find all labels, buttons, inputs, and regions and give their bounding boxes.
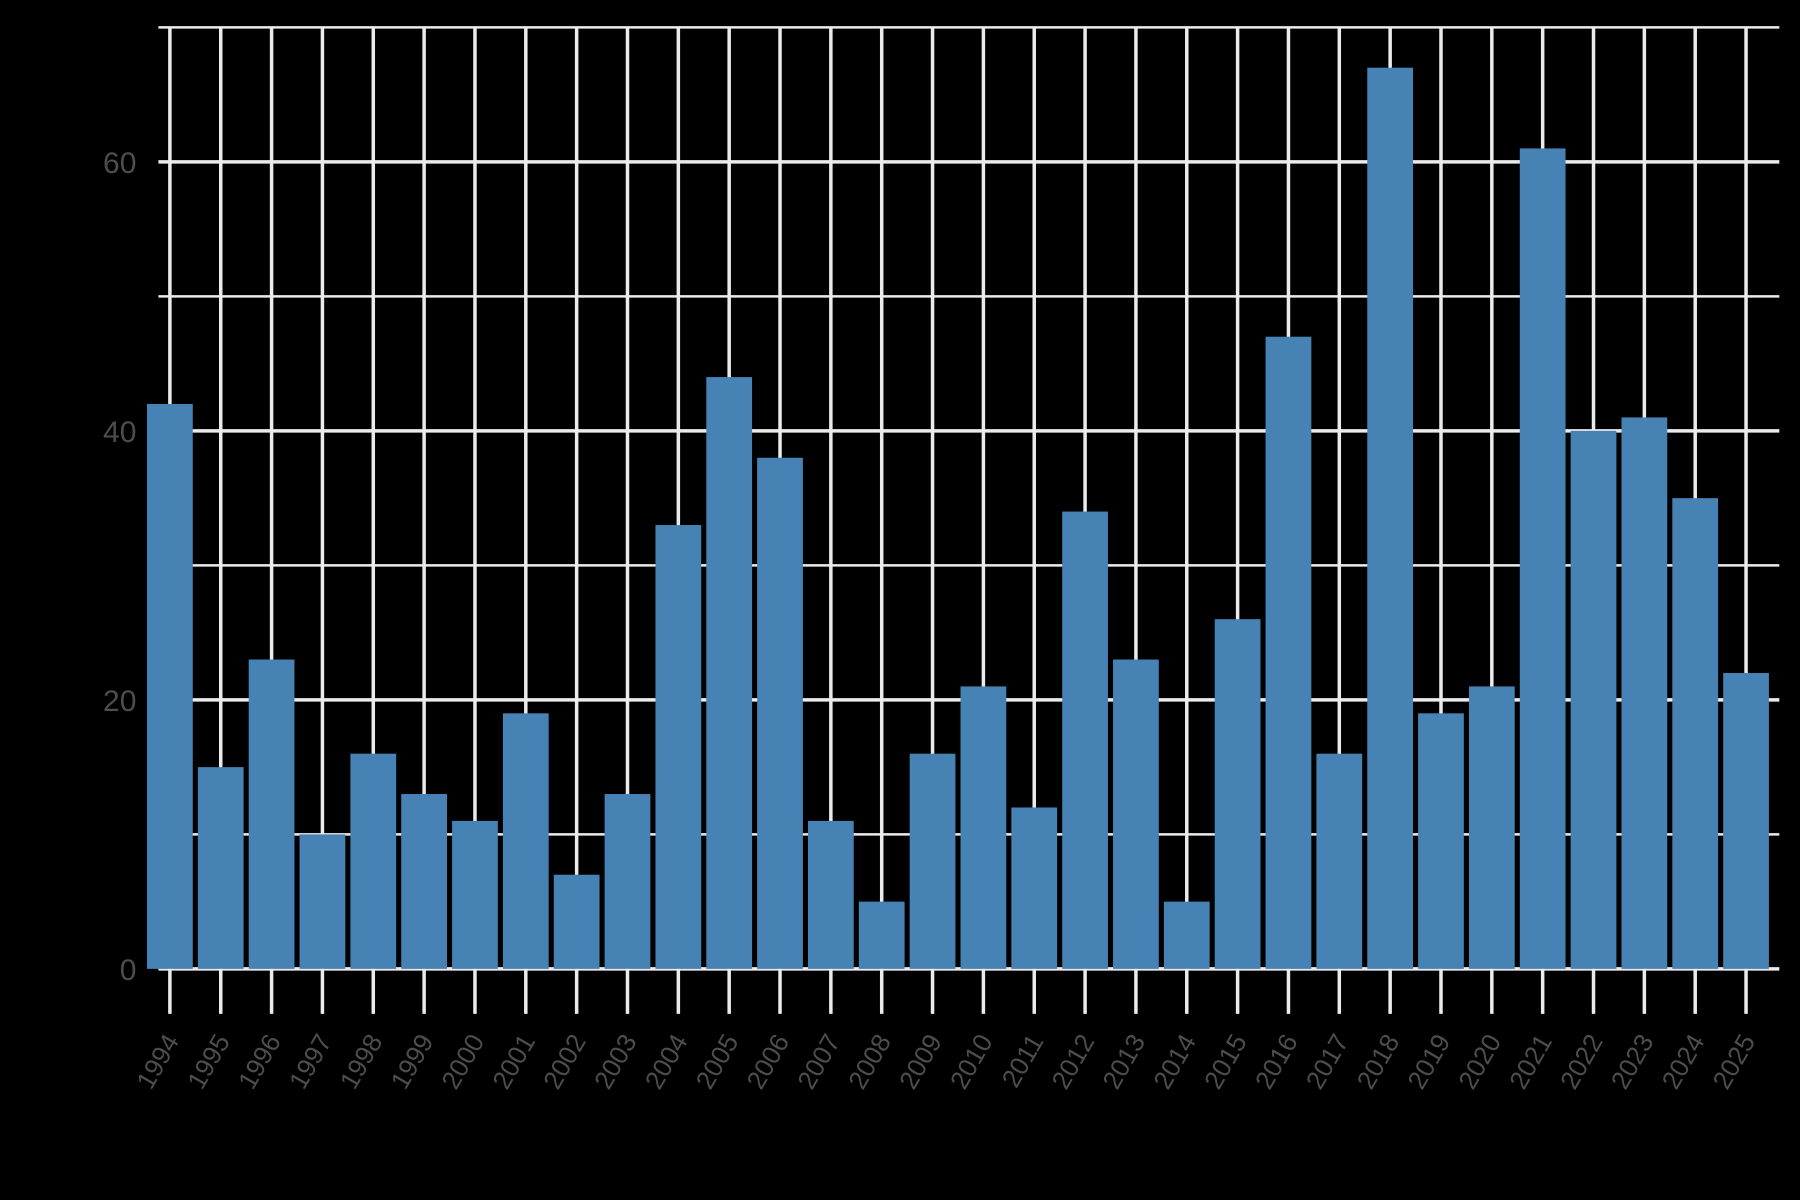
x-axis: 1994199519961997199819992000200120022003…: [130, 968, 1761, 1094]
bar-1998: [350, 753, 397, 969]
x-tick-label: 2010: [944, 1029, 999, 1094]
bar-2002: [553, 874, 600, 969]
bar-1997: [299, 834, 346, 969]
bar-2006: [757, 457, 803, 969]
x-tick-label: 1997: [283, 1029, 338, 1094]
y-tick-label: 20: [103, 685, 136, 718]
x-tick-label: 2001: [486, 1029, 541, 1094]
x-tick-label: 2018: [1350, 1029, 1405, 1094]
y-tick-label: 60: [103, 147, 136, 180]
bar-2024: [1672, 498, 1719, 969]
x-tick-label: 2016: [1249, 1029, 1304, 1094]
x-tick-label: 1996: [232, 1029, 287, 1094]
x-tick-label: 2012: [1045, 1029, 1100, 1094]
x-tick-label: 2006: [740, 1029, 795, 1094]
bar-2022: [1570, 430, 1617, 969]
x-tick-label: 2025: [1706, 1029, 1761, 1094]
bars: [147, 67, 1769, 969]
x-tick-label: 2015: [1198, 1029, 1253, 1094]
x-tick-label: 1995: [181, 1029, 236, 1094]
x-tick-label: 2022: [1554, 1029, 1609, 1094]
bar-1995: [197, 767, 244, 969]
x-tick-label: 2005: [689, 1029, 744, 1094]
bar-2011: [1011, 807, 1058, 969]
x-tick-label: 2009: [893, 1029, 948, 1094]
x-tick-label: 2013: [1096, 1029, 1151, 1094]
x-tick-label: 2004: [639, 1029, 694, 1094]
bar-1994: [147, 403, 193, 969]
bar-2012: [1062, 511, 1108, 969]
bar-2008: [858, 901, 905, 969]
bar-2007: [807, 820, 854, 969]
x-tick-label: 1999: [384, 1029, 439, 1094]
bar-2016: [1265, 336, 1312, 969]
x-tick-label: 2003: [588, 1029, 643, 1094]
bar-2001: [502, 713, 549, 969]
bar-2013: [1113, 659, 1159, 969]
x-tick-label: 2023: [1605, 1029, 1660, 1094]
x-tick-label: 2014: [1147, 1029, 1202, 1094]
bar-2020: [1468, 686, 1515, 969]
bar-2019: [1418, 713, 1464, 969]
x-tick-label: 2011: [995, 1029, 1049, 1092]
x-tick-label: 2017: [1300, 1029, 1355, 1094]
bar-2009: [909, 753, 956, 969]
bar-1999: [401, 794, 447, 969]
bar-2004: [655, 525, 702, 969]
x-tick-label: 2020: [1452, 1029, 1507, 1094]
bar-2017: [1316, 753, 1363, 969]
x-tick-label: 2019: [1401, 1029, 1456, 1094]
bar-2010: [960, 686, 1007, 969]
y-axis: 0 20 40 60: [103, 147, 136, 987]
x-tick-label: 2007: [791, 1029, 846, 1094]
x-tick-label: 2021: [1503, 1029, 1558, 1094]
y-tick-label: 0: [120, 954, 137, 987]
bar-2014: [1163, 901, 1210, 969]
x-tick-label: 2008: [842, 1029, 897, 1094]
bar-2015: [1214, 619, 1261, 969]
bar-2021: [1519, 148, 1566, 969]
bar-1996: [248, 659, 295, 969]
y-tick-label: 40: [103, 416, 136, 449]
bar-2005: [706, 377, 753, 969]
x-tick-label: 2000: [435, 1029, 490, 1094]
bar-2000: [452, 820, 498, 969]
bar-2023: [1621, 417, 1668, 969]
bar-2018: [1367, 67, 1414, 969]
x-tick-label: 2002: [537, 1029, 592, 1094]
bar-2025: [1723, 672, 1769, 969]
bar-2003: [604, 794, 651, 969]
x-tick-label: 2024: [1655, 1029, 1710, 1094]
x-tick-label: 1994: [130, 1029, 185, 1094]
x-tick-label: 1998: [334, 1029, 389, 1094]
